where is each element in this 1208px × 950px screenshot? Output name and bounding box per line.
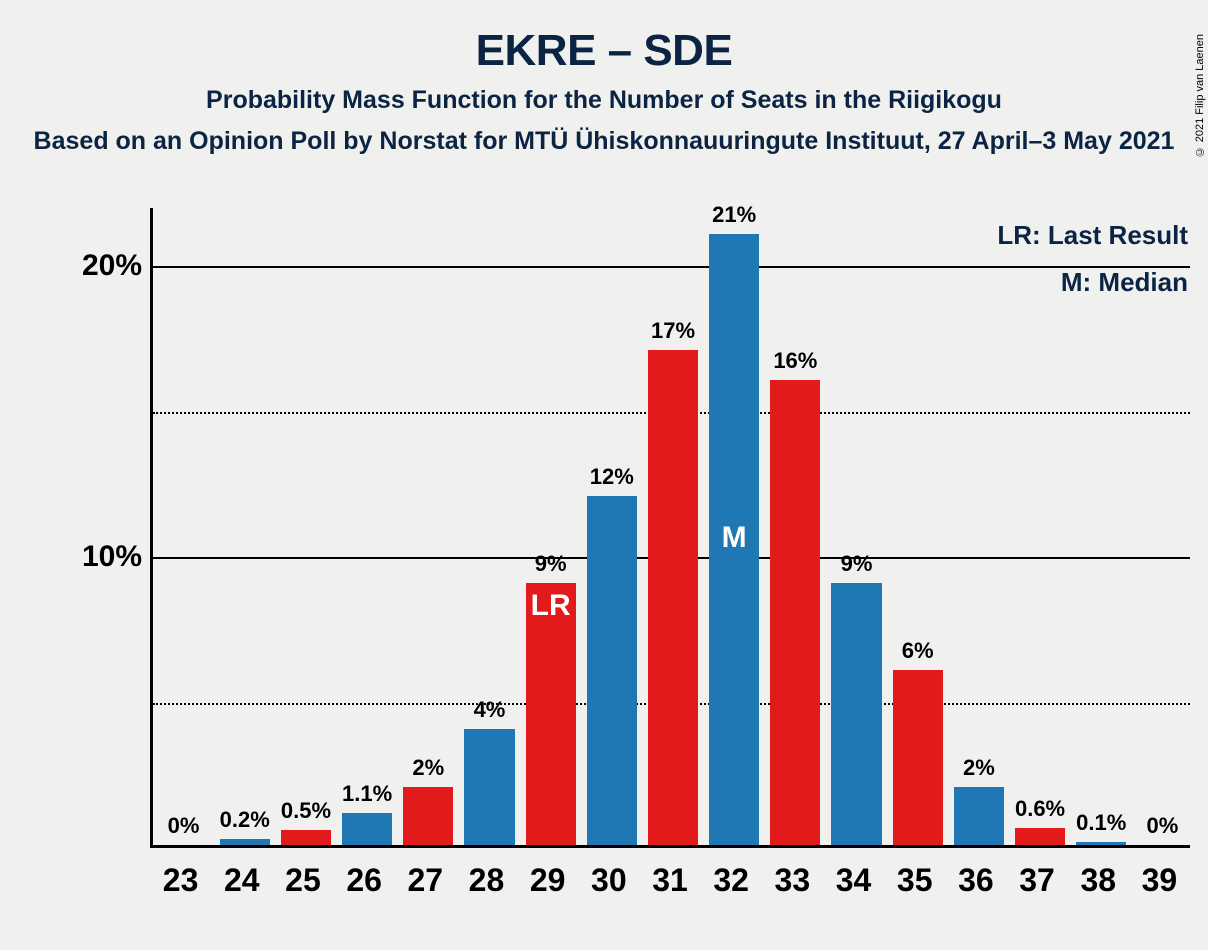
bar-value-label: 0.2% [220, 807, 270, 833]
bar [954, 787, 1004, 845]
bar [342, 813, 392, 845]
bar-value-label: 1.1% [342, 781, 392, 807]
x-axis-tick-label: 34 [836, 862, 872, 899]
bar [587, 496, 637, 845]
y-axis-tick-label: 10% [82, 540, 142, 574]
bar-value-label: 0% [168, 813, 200, 839]
x-axis-tick-label: 29 [530, 862, 566, 899]
x-axis-tick-label: 26 [346, 862, 382, 899]
x-axis-tick-label: 32 [713, 862, 749, 899]
bar [281, 830, 331, 845]
chart-source: Based on an Opinion Poll by Norstat for … [0, 127, 1208, 156]
chart-plot-area: 0%0.2%0.5%1.1%2%4%9%LR12%17%21%M16%9%6%2… [150, 208, 1190, 848]
x-axis-tick-label: 25 [285, 862, 321, 899]
lr-annotation: LR [531, 589, 571, 623]
x-axis-tick-label: 30 [591, 862, 627, 899]
chart-title: EKRE – SDE [0, 26, 1208, 76]
bar-value-label: 0% [1147, 813, 1179, 839]
bar-value-label: 2% [963, 755, 995, 781]
bar [464, 729, 514, 845]
bar [220, 839, 270, 845]
bar [1076, 842, 1126, 845]
x-axis-tick-label: 33 [775, 862, 811, 899]
bar-value-label: 2% [412, 755, 444, 781]
x-axis-tick-label: 23 [163, 862, 199, 899]
bar [831, 583, 881, 845]
x-axis-tick-label: 37 [1019, 862, 1055, 899]
x-axis-tick-label: 36 [958, 862, 994, 899]
bar [1015, 828, 1065, 845]
copyright-text: © 2021 Filip van Laenen [1194, 34, 1206, 157]
x-axis-tick-label: 28 [469, 862, 505, 899]
bar-value-label: 6% [902, 638, 934, 664]
bar-value-label: 12% [590, 464, 634, 490]
bar-value-label: 0.1% [1076, 810, 1126, 836]
bar [770, 380, 820, 845]
bar [893, 670, 943, 845]
x-axis-tick-label: 27 [407, 862, 443, 899]
bar-value-label: 9% [535, 551, 567, 577]
x-axis-tick-label: 24 [224, 862, 260, 899]
x-axis-tick-label: 35 [897, 862, 933, 899]
bar [648, 350, 698, 845]
y-axis-tick-label: 20% [82, 249, 142, 283]
bar [403, 787, 453, 845]
x-axis-tick-label: 38 [1080, 862, 1116, 899]
bar-value-label: 0.6% [1015, 796, 1065, 822]
bar-value-label: 17% [651, 318, 695, 344]
chart-subtitle: Probability Mass Function for the Number… [0, 86, 1208, 115]
gridline-major [153, 266, 1190, 268]
bar-value-label: 16% [773, 348, 817, 374]
x-axis-tick-label: 31 [652, 862, 688, 899]
bar-value-label: 0.5% [281, 798, 331, 824]
bar-value-label: 4% [474, 697, 506, 723]
bar-value-label: 9% [841, 551, 873, 577]
bar-value-label: 21% [712, 202, 756, 228]
x-axis-tick-label: 39 [1142, 862, 1178, 899]
median-annotation: M [722, 521, 747, 555]
